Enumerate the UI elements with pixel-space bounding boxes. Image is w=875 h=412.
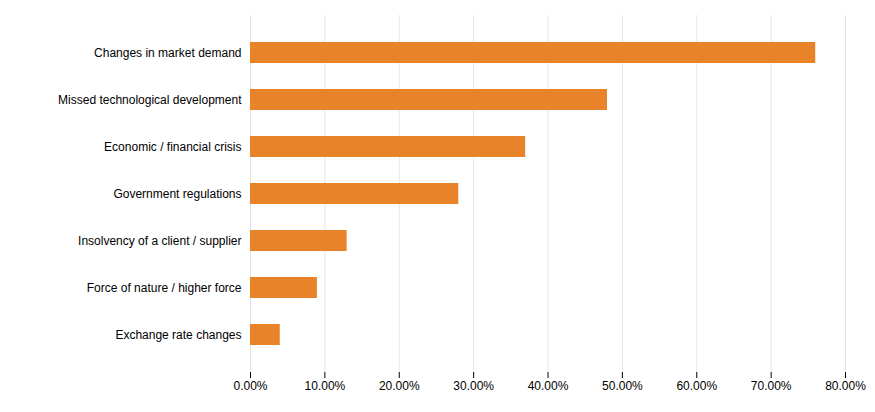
svg-text:20.00%: 20.00% [379,379,420,393]
svg-text:40.00%: 40.00% [528,379,569,393]
svg-text:80.00%: 80.00% [825,379,866,393]
svg-text:Government regulations: Government regulations [113,187,241,201]
svg-text:0.00%: 0.00% [233,379,267,393]
svg-text:60.00%: 60.00% [676,379,717,393]
svg-text:Economic / financial crisis: Economic / financial crisis [104,140,241,154]
svg-text:Missed technological developme: Missed technological development [58,93,242,107]
svg-text:50.00%: 50.00% [602,379,643,393]
svg-text:70.00%: 70.00% [751,379,792,393]
svg-text:Insolvency of a client / suppl: Insolvency of a client / supplier [78,234,241,248]
svg-text:10.00%: 10.00% [305,379,346,393]
svg-text:Changes in market demand: Changes in market demand [94,46,241,60]
svg-text:Exchange rate changes: Exchange rate changes [115,328,241,342]
svg-text:30.00%: 30.00% [453,379,494,393]
svg-text:Force of nature / higher force: Force of nature / higher force [87,281,242,295]
